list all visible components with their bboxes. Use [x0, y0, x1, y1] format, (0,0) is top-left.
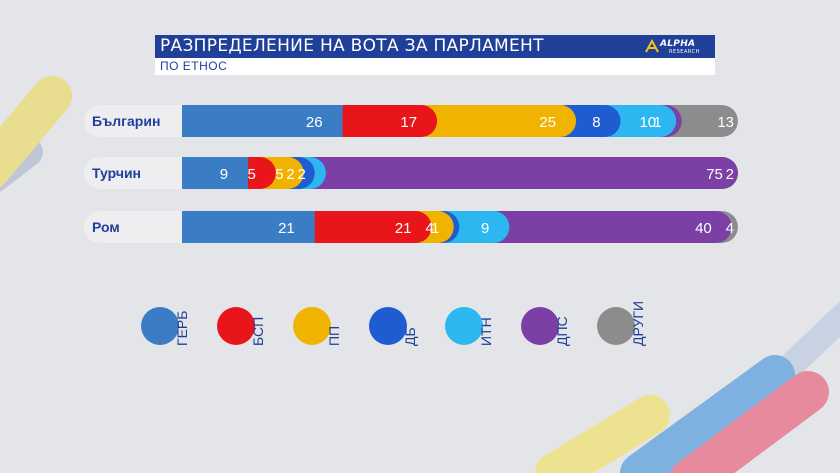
chart-subtitle: ПО ЕТНОС [160, 59, 228, 73]
bar-segment [182, 211, 315, 243]
legend-swatch [521, 307, 559, 345]
legend-swatch [141, 307, 179, 345]
alpha-logo-icon [645, 39, 659, 53]
data-label: 26 [306, 114, 323, 131]
legend-label: ИТН [478, 317, 494, 346]
data-label: 5 [275, 166, 283, 183]
data-label: 2 [726, 166, 734, 183]
data-label: 4 [425, 220, 433, 237]
data-label: 9 [481, 220, 489, 237]
data-label: 21 [395, 220, 412, 237]
legend-label: ПП [326, 326, 342, 346]
category-label: Ром [92, 219, 120, 235]
data-label: 17 [400, 114, 417, 131]
bar-segment [293, 157, 738, 189]
data-label: 2 [298, 166, 306, 183]
legend-swatch [369, 307, 407, 345]
chart-title-bar: РАЗПРЕДЕЛЕНИЕ НА ВОТА ЗА ПАРЛАМЕНТ ALPHA… [155, 35, 715, 58]
data-label: 2 [286, 166, 294, 183]
legend-label: ГЕРБ [174, 311, 190, 346]
chart-title: РАЗПРЕДЕЛЕНИЕ НА ВОТА ЗА ПАРЛАМЕНТ [160, 36, 544, 56]
bar-segment [182, 105, 343, 137]
bar-segment [477, 211, 732, 243]
chart-subtitle-bar: ПО ЕТНОС [155, 58, 715, 75]
bar-row [84, 157, 738, 189]
data-label: 1 [653, 114, 661, 131]
data-label: 13 [717, 114, 734, 131]
legend-swatch [293, 307, 331, 345]
logo-line-2: RESEARCH [669, 49, 700, 55]
legend-swatch [445, 307, 483, 345]
bar-segment [405, 105, 577, 137]
bar-segment [282, 211, 432, 243]
data-label: 21 [278, 220, 295, 237]
data-label: 10 [639, 114, 656, 131]
data-label: 1 [431, 220, 439, 237]
data-label: 25 [539, 114, 556, 131]
legend-label: ДРУГИ [630, 301, 646, 346]
data-label: 5 [247, 166, 255, 183]
bar-segment [182, 157, 249, 189]
data-label: 75 [706, 166, 723, 183]
category-label: Турчин [92, 165, 141, 181]
data-label: 8 [592, 114, 600, 131]
data-label: 4 [726, 220, 734, 237]
legend-swatch [217, 307, 255, 345]
data-label: 9 [220, 166, 228, 183]
legend-label: ДБ [402, 327, 418, 346]
alpha-research-logo: ALPHA RESEARCH [645, 38, 711, 55]
bar-row [84, 211, 738, 243]
legend-label: БСП [250, 317, 266, 346]
legend-label: ДПС [554, 316, 570, 346]
bar-row [84, 105, 738, 137]
logo-line-1: ALPHA [660, 39, 696, 49]
data-label: 40 [695, 220, 712, 237]
legend-swatch [597, 307, 635, 345]
category-label: Българин [92, 113, 160, 129]
